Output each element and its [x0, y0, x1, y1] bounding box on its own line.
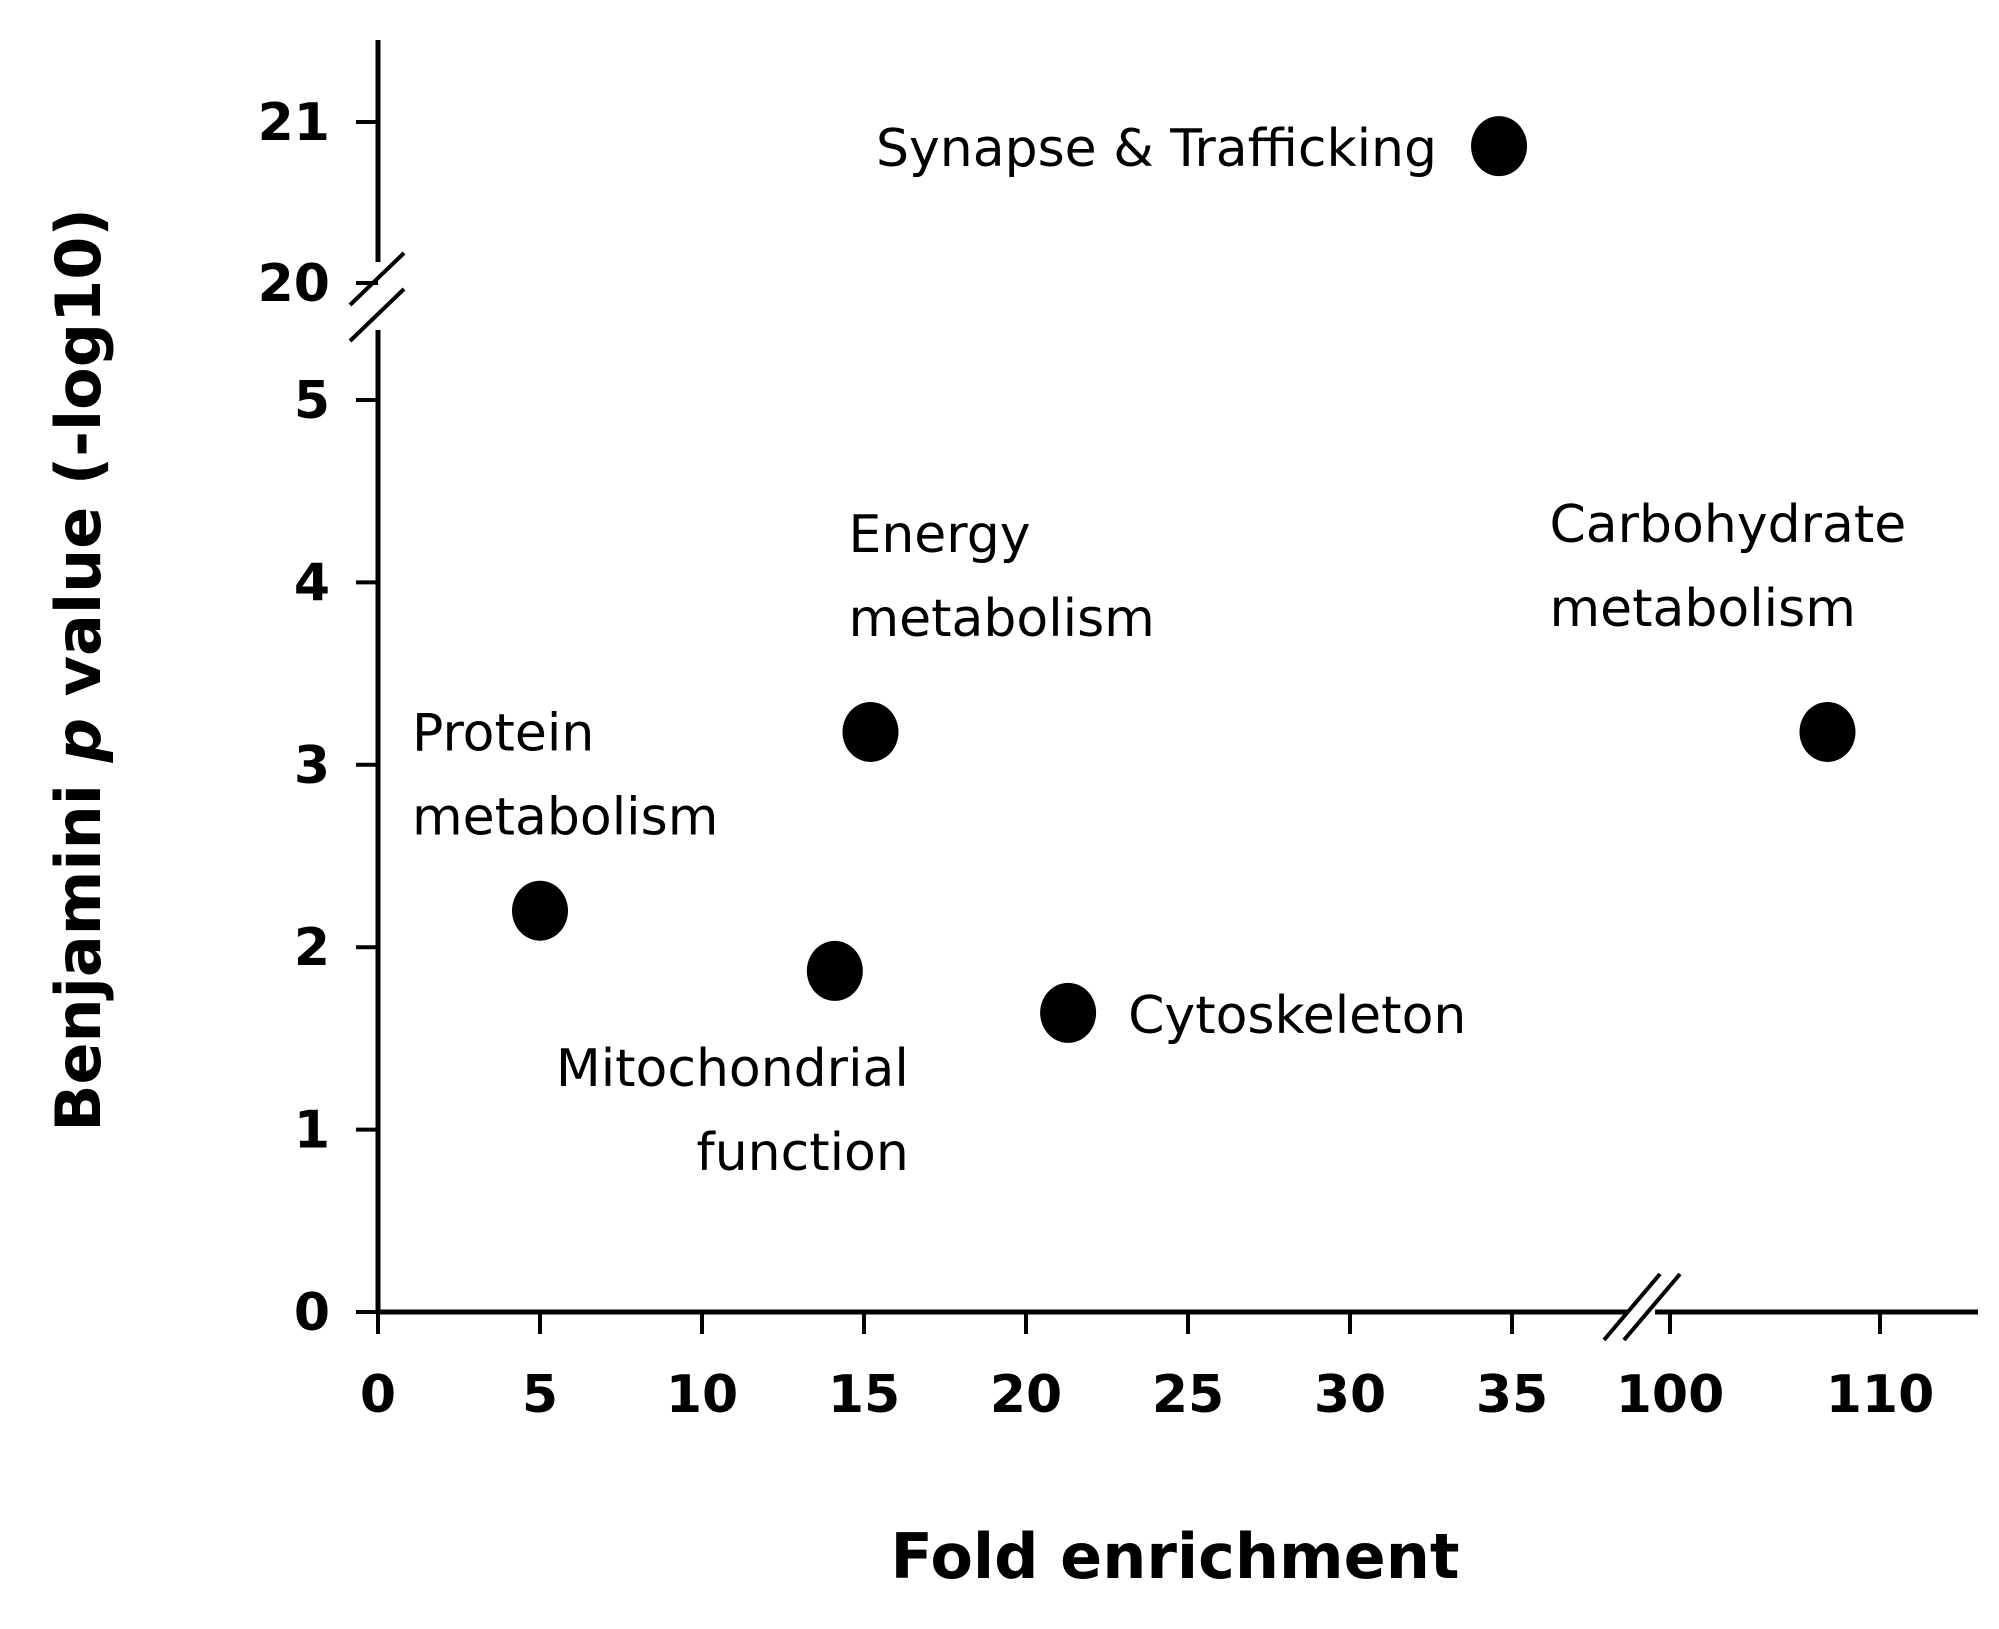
point-label: Protein	[412, 704, 594, 764]
y-tick-label: 3	[294, 736, 330, 796]
data-points	[512, 116, 1856, 1043]
x-tick-label: 100	[1616, 1365, 1725, 1425]
x-tick-label: 5	[522, 1365, 558, 1425]
point-label: metabolism	[1550, 579, 1856, 639]
point-label: Carbohydrate	[1550, 495, 1907, 555]
point-label: Cytoskeleton	[1128, 986, 1466, 1046]
data-point	[1040, 982, 1097, 1043]
y-axis-title: Benjamini p value (-log10)	[42, 208, 115, 1132]
x-tick-label: 30	[1314, 1365, 1386, 1425]
x-ticks: 0 5 10 15 20 25 30 35 100 110	[360, 1312, 1934, 1425]
x-tick-label: 25	[1152, 1365, 1224, 1425]
y-axis-title-part: value (-log10)	[42, 208, 115, 718]
y-tick-label: 20	[258, 254, 330, 314]
point-label: Mitochondrial	[556, 1039, 909, 1099]
y-tick-label: 2	[294, 918, 330, 978]
point-label: metabolism	[412, 788, 718, 848]
data-point	[1799, 701, 1856, 762]
x-axis-title: Fold enrichment	[891, 1520, 1460, 1593]
y-tick-label: 21	[258, 93, 330, 153]
point-label: Energy	[848, 505, 1030, 565]
y-tick-label: 5	[294, 371, 330, 431]
data-point	[806, 940, 863, 1001]
point-label: Synapse & Trafficking	[876, 119, 1437, 179]
y-axis-break-mark	[348, 287, 406, 343]
x-tick-label: 20	[990, 1365, 1062, 1425]
x-tick-label: 0	[360, 1365, 396, 1425]
y-tick-label: 1	[294, 1101, 330, 1161]
y-ticks: 0 1 2 3 4 5 20 21	[258, 93, 378, 1343]
y-tick-label: 4	[294, 553, 330, 613]
data-point	[512, 880, 568, 941]
x-tick-label: 35	[1476, 1365, 1548, 1425]
x-axis-break-mark	[1602, 1272, 1662, 1342]
x-tick-label: 10	[666, 1365, 738, 1425]
x-tick-label: 15	[828, 1365, 900, 1425]
y-axis-title-part: Benjamini	[42, 762, 115, 1131]
data-point	[1471, 116, 1528, 177]
point-label: function	[696, 1123, 908, 1183]
y-axis-break-mark	[348, 251, 406, 307]
y-tick-label: 0	[294, 1283, 330, 1343]
x-tick-label: 110	[1826, 1365, 1935, 1425]
axes	[348, 40, 1978, 1342]
data-point	[842, 701, 899, 762]
point-labels: Protein metabolism Mitochondrial function En…	[412, 119, 1906, 1183]
point-label: metabolism	[848, 589, 1154, 649]
x-axis-break-mark	[1622, 1272, 1682, 1342]
y-axis-title-italic-p: p	[42, 718, 115, 763]
